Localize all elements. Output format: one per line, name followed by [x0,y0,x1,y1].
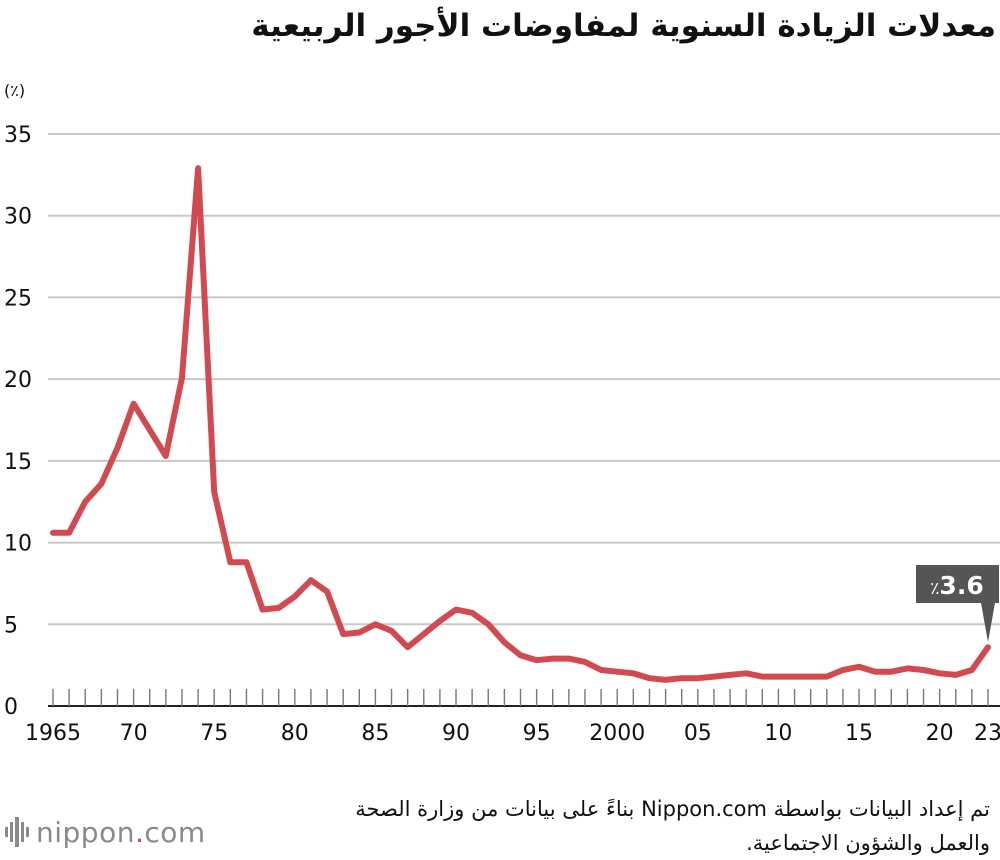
chart-title: معدلات الزيادة السنوية لمفاوضات الأجور ا… [251,8,996,44]
x-tick-label-75: 75 [200,721,228,746]
logo-suffix: com [144,815,206,849]
x-tick-label-1965: 1965 [25,721,81,746]
value-callout: ٪3.6 [916,565,999,643]
y-tick-label-25: 25 [4,286,32,311]
source-line-2: والعمل والشؤون الاجتماعية. [746,831,990,855]
callout-unit: ٪ [930,579,939,599]
grid-lines [48,133,1000,626]
logo-text: nippon [36,815,135,849]
x-tick-label-90: 90 [442,721,470,746]
y-axis-unit-label: (٪) [4,81,26,100]
x-tick-label-80: 80 [281,721,309,746]
y-tick-label-5: 5 [4,613,18,638]
source-line-1: تم إعداد البيانات بواسطة Nippon.com بناء… [355,797,990,821]
series-line-0 [50,165,991,683]
callout-value: 3.6 [939,571,983,600]
source-note: تم إعداد البيانات بواسطة Nippon.com بناء… [230,792,990,860]
y-tick-label-20: 20 [4,368,32,393]
x-tick-label-15: 15 [845,721,873,746]
logo-dot: . [134,815,145,849]
y-axis-ticks: 0 5 10 15 20 25 30 35 [4,123,32,720]
nippon-logo[interactable]: nippon. com [4,814,206,850]
y-tick-label-0: 0 [4,695,18,720]
y-tick-label-15: 15 [4,450,32,475]
y-tick-label-35: 35 [4,123,32,148]
x-tick-label-10: 10 [764,721,792,746]
x-tick-label-05: 05 [684,721,712,746]
callout-pointer [981,603,995,643]
x-tick-label-2000: 2000 [589,721,645,746]
x-tick-label-20: 20 [926,721,954,746]
callout-text: ٪3.6 [930,571,983,600]
x-axis: 1965 70 75 80 85 90 95 2000 05 10 15 20 23 [25,689,1000,746]
y-tick-label-10: 10 [4,532,32,557]
x-tick-label-23: 23 [974,721,1000,746]
callout-box [916,565,999,603]
x-tick-label-70: 70 [120,721,148,746]
x-tick-label-85: 85 [361,721,389,746]
series-layer [50,165,991,683]
x-tick-label-95: 95 [523,721,551,746]
y-tick-label-30: 30 [4,205,32,230]
nippon-logo-icon [4,817,30,847]
